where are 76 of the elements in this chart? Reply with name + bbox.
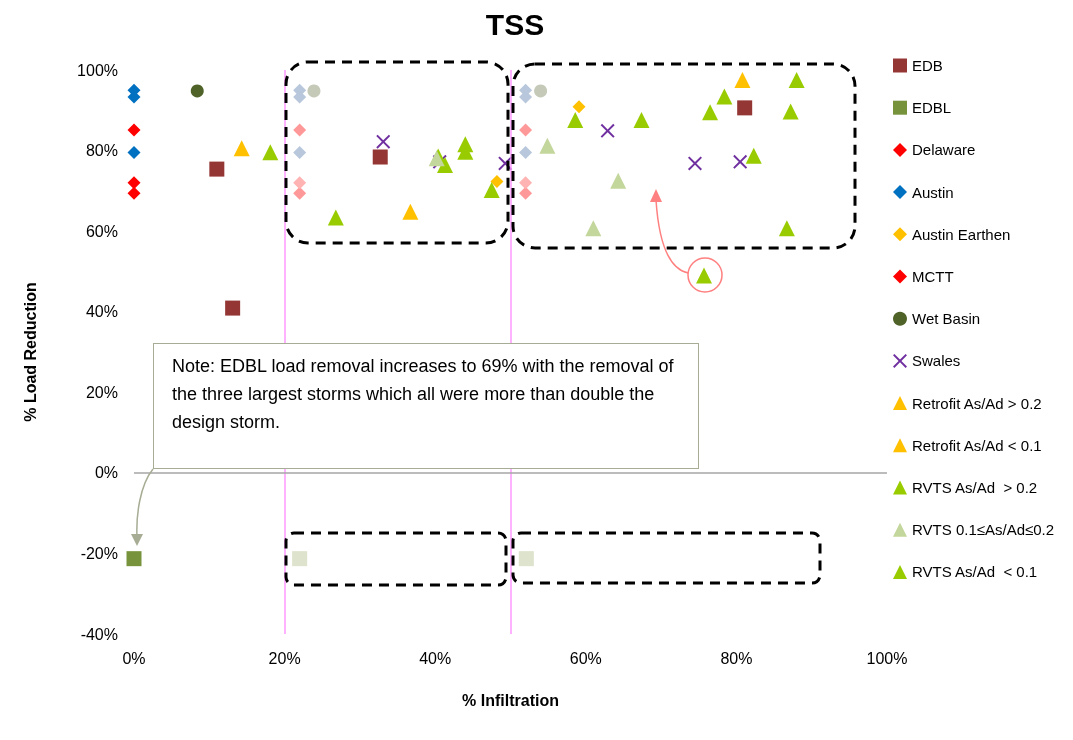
point <box>126 551 142 567</box>
legend-label: Retrofit As/Ad > 0.2 <box>912 394 1042 412</box>
x-tick-label: 60% <box>569 649 602 667</box>
x-tick-label: 40% <box>419 649 452 667</box>
legend-label: Wet Basin <box>912 310 981 328</box>
y-tick-label: 100% <box>77 61 118 79</box>
point <box>519 123 533 137</box>
point <box>733 154 748 169</box>
point <box>293 146 307 160</box>
point <box>436 157 453 174</box>
point <box>585 220 602 237</box>
y-tick-label: -20% <box>80 544 118 562</box>
x-tick-label: 80% <box>720 649 753 667</box>
legend-label: EDBL <box>912 99 952 117</box>
point <box>127 176 141 190</box>
legend-label: Austin Earthen <box>912 225 1011 243</box>
point <box>518 551 534 567</box>
point <box>716 88 733 105</box>
point <box>127 146 141 160</box>
point <box>702 104 719 121</box>
point <box>376 134 391 149</box>
legend-label: Retrofit As/Ad < 0.1 <box>912 436 1042 454</box>
point <box>307 84 321 98</box>
point <box>519 186 533 200</box>
y-axis-title: % Load Reduction <box>21 282 39 422</box>
legend-label: Swales <box>912 352 961 370</box>
point <box>788 72 805 89</box>
point <box>293 176 307 190</box>
legend-label: RVTS As/Ad > 0.2 <box>912 479 1038 496</box>
point <box>190 84 204 98</box>
point <box>778 220 795 237</box>
point <box>519 176 533 190</box>
x-tick-label: 100% <box>866 649 908 667</box>
y-tick-label: 40% <box>85 303 118 321</box>
point <box>600 123 615 138</box>
point <box>127 186 141 200</box>
legend-label: RVTS As/Ad < 0.1 <box>912 563 1038 581</box>
y-tick-label: 0% <box>94 464 118 482</box>
point <box>327 209 344 226</box>
point <box>633 111 650 128</box>
legend-label: Austin <box>912 183 954 201</box>
point <box>372 149 388 165</box>
y-tick-label: 20% <box>85 383 118 401</box>
point <box>225 300 241 316</box>
point <box>262 144 279 161</box>
point <box>734 72 751 89</box>
legend-label: RVTS 0.1≤As/Ad≤0.2 <box>912 521 1055 539</box>
point <box>233 140 250 157</box>
point <box>610 172 627 189</box>
y-tick-label: -40% <box>80 625 118 643</box>
point <box>293 186 307 200</box>
x-tick-label: 20% <box>268 649 301 667</box>
text-box: Note: EDBL load removal increases to 69% with the removal of the three largest storms which all were more than double the design storm. <box>153 343 699 469</box>
point <box>745 147 762 164</box>
point <box>519 146 533 160</box>
point <box>127 123 141 137</box>
legend-label: EDB <box>912 57 943 74</box>
point <box>737 100 753 116</box>
y-tick-label: 60% <box>85 222 118 240</box>
point <box>402 203 419 220</box>
chart-title: TSS <box>485 7 545 41</box>
legend-label: Delaware <box>912 141 976 159</box>
x-axis-title: % Infiltration <box>462 691 559 709</box>
x-tick-label: 0% <box>122 649 146 667</box>
point <box>292 551 308 567</box>
point <box>567 111 584 128</box>
point <box>534 84 548 98</box>
point <box>490 175 504 189</box>
point <box>293 123 307 137</box>
point <box>209 161 225 177</box>
point <box>572 100 586 114</box>
legend-label: MCTT <box>912 268 954 285</box>
point <box>483 182 500 199</box>
point <box>782 103 799 120</box>
point <box>539 137 556 154</box>
y-tick-label: 80% <box>85 142 118 160</box>
